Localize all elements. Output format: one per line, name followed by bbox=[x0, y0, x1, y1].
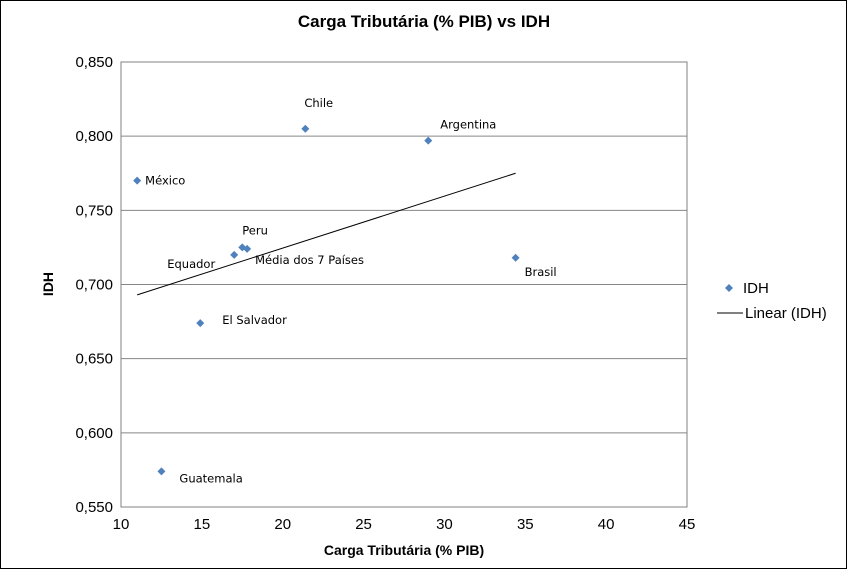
data-label: Guatemala bbox=[179, 471, 242, 485]
x-tick-label: 40 bbox=[598, 516, 615, 533]
y-tick-label: 0,800 bbox=[75, 128, 113, 145]
data-labels: México Chile Argentina Peru Equador Média dos… bbox=[145, 96, 556, 486]
grid-lines bbox=[121, 61, 687, 508]
legend-marker-idh bbox=[725, 284, 733, 292]
legend-label-idh: IDH bbox=[743, 280, 769, 297]
x-tick-labels: 10 15 20 25 30 35 40 45 bbox=[113, 516, 696, 533]
x-tick-label: 35 bbox=[517, 516, 534, 533]
data-point bbox=[196, 319, 205, 328]
plot-area-border bbox=[120, 61, 688, 508]
data-point bbox=[157, 467, 166, 476]
data-points bbox=[133, 124, 520, 476]
x-tick-label: 45 bbox=[679, 516, 696, 533]
data-point bbox=[230, 250, 239, 259]
x-tick-label: 25 bbox=[355, 516, 372, 533]
x-axis-title: Carga Tributária (% PIB) bbox=[324, 542, 484, 558]
data-label: El Salvador bbox=[222, 313, 287, 327]
data-label: Chile bbox=[304, 96, 333, 110]
data-point bbox=[424, 136, 433, 145]
data-label: Equador bbox=[167, 257, 215, 271]
y-tick-label: 0,600 bbox=[75, 425, 113, 442]
trendline bbox=[137, 172, 516, 296]
data-label: Peru bbox=[242, 223, 268, 237]
x-tick-label: 15 bbox=[194, 516, 211, 533]
y-tick-label: 0,700 bbox=[75, 277, 113, 294]
y-tick-label: 0,850 bbox=[75, 54, 113, 71]
chart-title: Carga Tributária (% PIB) vs IDH bbox=[298, 12, 550, 31]
y-tick-label: 0,550 bbox=[75, 499, 113, 516]
y-tick-labels: 0,550 0,600 0,650 0,700 0,750 0,800 0,850 bbox=[75, 54, 113, 516]
data-label: Média dos 7 Países bbox=[255, 253, 364, 267]
x-tick-label: 10 bbox=[113, 516, 130, 533]
legend: IDH Linear (IDH) bbox=[717, 280, 827, 322]
data-label: Argentina bbox=[440, 118, 496, 132]
data-label: México bbox=[145, 174, 185, 188]
data-point bbox=[243, 244, 252, 253]
trendline-group bbox=[137, 172, 516, 296]
y-axis-title: IDH bbox=[40, 272, 56, 296]
x-tick-label: 30 bbox=[436, 516, 453, 533]
data-point bbox=[511, 253, 520, 262]
legend-label-trend: Linear (IDH) bbox=[745, 305, 827, 322]
y-tick-label: 0,750 bbox=[75, 202, 113, 219]
data-point bbox=[133, 176, 142, 185]
x-tick-label: 20 bbox=[274, 516, 291, 533]
data-label: Brasil bbox=[525, 265, 557, 279]
y-tick-label: 0,650 bbox=[75, 351, 113, 368]
data-point bbox=[301, 124, 310, 133]
